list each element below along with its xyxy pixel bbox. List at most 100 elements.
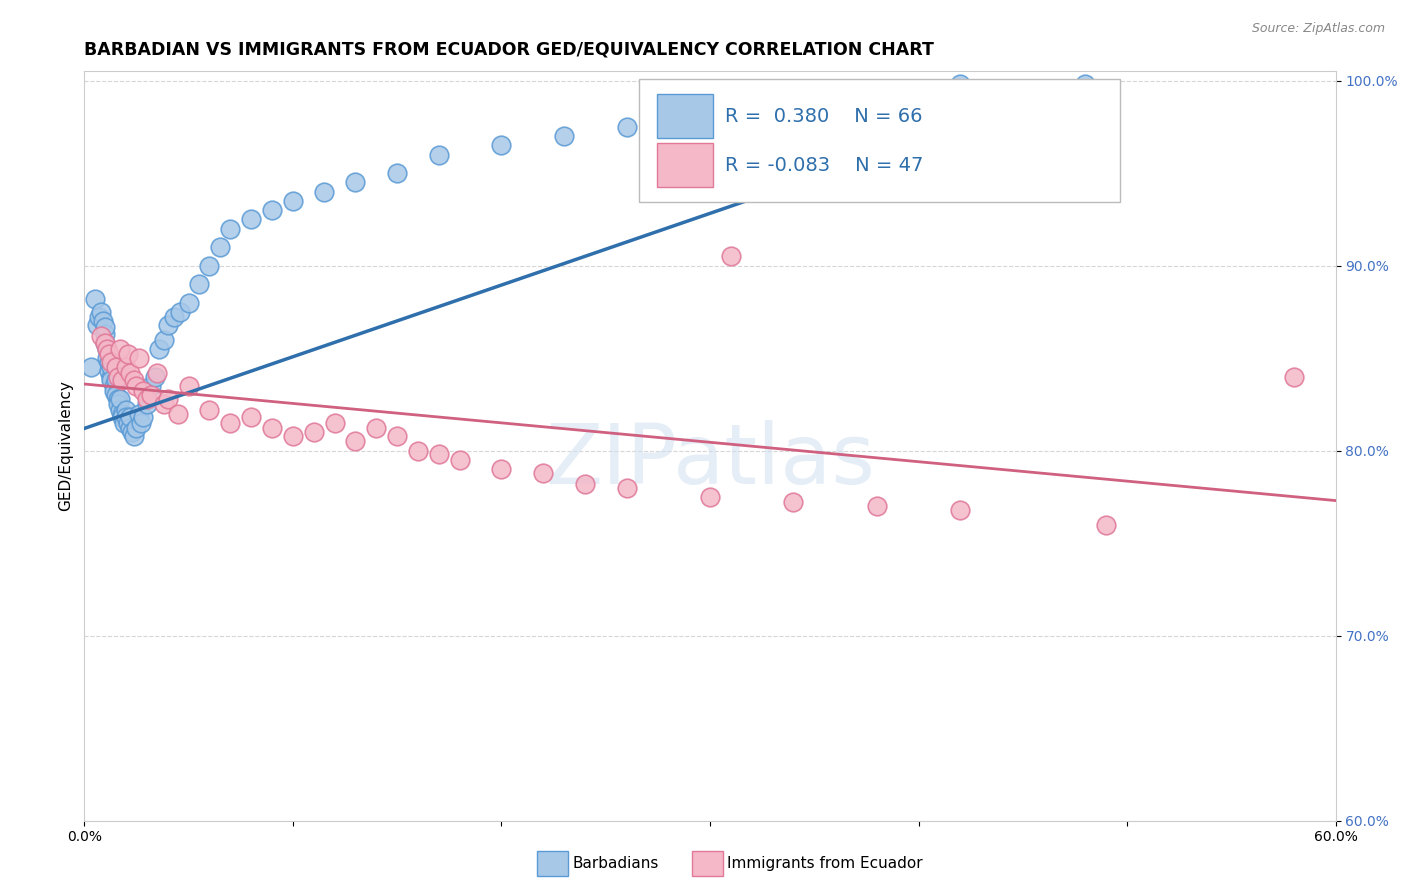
Point [616,481,638,495]
Point [449,453,471,467]
Point [121,425,143,439]
Point [107,397,129,411]
Point [574,477,596,491]
Point [314,185,336,199]
Point [132,410,155,425]
Point [146,366,169,380]
Point [98,364,121,378]
Point [94,319,117,334]
Point [406,443,429,458]
Point [167,407,190,421]
Point [136,392,159,406]
Point [616,120,638,134]
Point [117,416,139,430]
Bar [692,851,723,876]
Point [115,360,138,375]
Point [156,318,179,332]
Point [103,384,125,399]
Point [125,421,148,435]
Point [163,310,186,325]
Point [177,379,200,393]
Point [136,397,159,411]
Point [240,410,263,425]
Point [94,327,117,342]
Point [281,194,304,208]
Point [1095,517,1118,532]
Text: R = -0.083    N = 47: R = -0.083 N = 47 [725,155,924,175]
Point [949,78,972,92]
Text: Immigrants from Ecuador: Immigrants from Ecuador [727,856,922,871]
Point [553,129,575,144]
Point [782,495,804,509]
Point [83,292,105,306]
Point [208,240,231,254]
Point [108,342,131,356]
Point [112,416,135,430]
Point [699,111,721,125]
Text: Barbadians: Barbadians [572,856,658,871]
Point [143,369,166,384]
Point [491,138,513,153]
Point [866,499,889,513]
Point [125,379,148,393]
Point [107,369,129,384]
Point [152,333,174,347]
Point [240,212,263,227]
Bar [537,851,568,876]
Point [128,407,150,421]
Point [491,462,513,476]
Point [132,384,155,399]
Point [128,351,150,365]
Point [198,403,221,417]
Point [100,355,122,369]
Text: BARBADIAN VS IMMIGRANTS FROM ECUADOR GED/EQUIVALENCY CORRELATION CHART: BARBADIAN VS IMMIGRANTS FROM ECUADOR GED… [84,41,934,59]
Point [94,336,117,351]
Point [152,397,174,411]
Point [949,503,972,517]
Point [87,310,110,325]
Point [108,392,131,406]
Point [94,336,117,351]
Point [139,388,162,402]
Point [366,421,388,435]
Point [91,314,114,328]
FancyBboxPatch shape [638,78,1121,202]
Point [1074,78,1097,92]
Point [1282,369,1305,384]
FancyBboxPatch shape [658,95,713,138]
Point [262,203,284,218]
Point [96,351,118,365]
Point [177,295,200,310]
Point [86,318,108,332]
Point [198,259,221,273]
Point [262,421,284,435]
Point [427,147,450,161]
Point [281,429,304,443]
Y-axis label: GED/Equivalency: GED/Equivalency [58,381,73,511]
Point [90,329,112,343]
Point [302,425,325,439]
Point [148,342,170,356]
Point [111,373,134,387]
Point [79,360,101,375]
Point [323,416,346,430]
Point [427,447,450,461]
Point [96,342,118,356]
Point [124,429,146,443]
Point [156,392,179,406]
Point [115,403,138,417]
Point [104,373,127,387]
Point [111,410,134,425]
Point [219,221,242,235]
Point [98,355,121,369]
Point [90,305,112,319]
Point [803,101,825,115]
Point [108,403,131,417]
Point [98,347,121,361]
Point [169,305,191,319]
Point [385,166,409,180]
Point [96,342,118,356]
Point [188,277,211,292]
Point [344,434,367,449]
Point [887,92,910,106]
